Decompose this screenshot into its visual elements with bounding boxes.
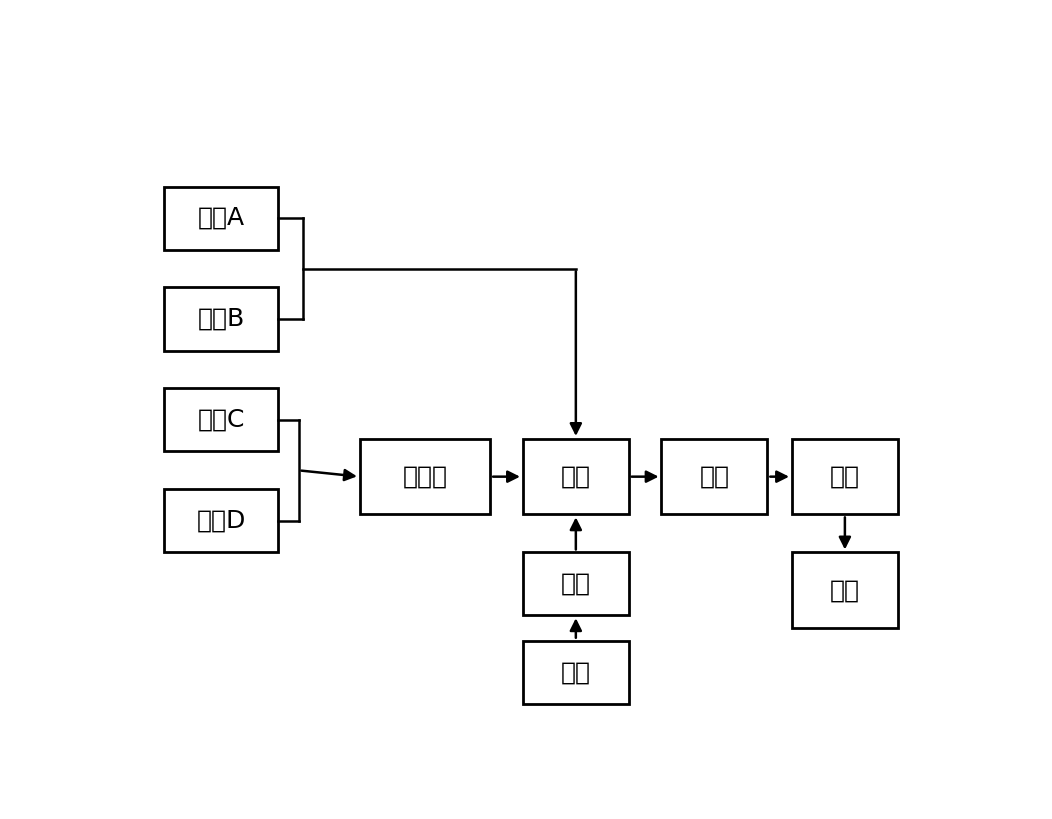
Text: 组份D: 组份D	[197, 509, 246, 533]
Bar	[164, 187, 278, 250]
Bar	[792, 552, 898, 628]
Text: 组份C: 组份C	[198, 408, 245, 432]
Text: 控时: 控时	[561, 660, 591, 684]
Text: 控温: 控温	[561, 572, 591, 596]
Text: 中和: 中和	[700, 464, 729, 489]
Text: 过滤: 过滤	[830, 464, 859, 489]
Bar	[792, 439, 898, 514]
Text: 包装: 包装	[830, 578, 859, 602]
Bar	[523, 640, 629, 704]
Bar	[360, 439, 490, 514]
Bar	[523, 552, 629, 615]
Bar	[164, 489, 278, 552]
Text: 预乳化: 预乳化	[403, 464, 447, 489]
Text: 组份A: 组份A	[198, 206, 245, 230]
Bar	[164, 287, 278, 351]
Bar	[523, 439, 629, 514]
Bar	[164, 388, 278, 451]
Text: 聚合: 聚合	[561, 464, 591, 489]
Text: 组份B: 组份B	[198, 307, 245, 331]
Bar	[662, 439, 768, 514]
